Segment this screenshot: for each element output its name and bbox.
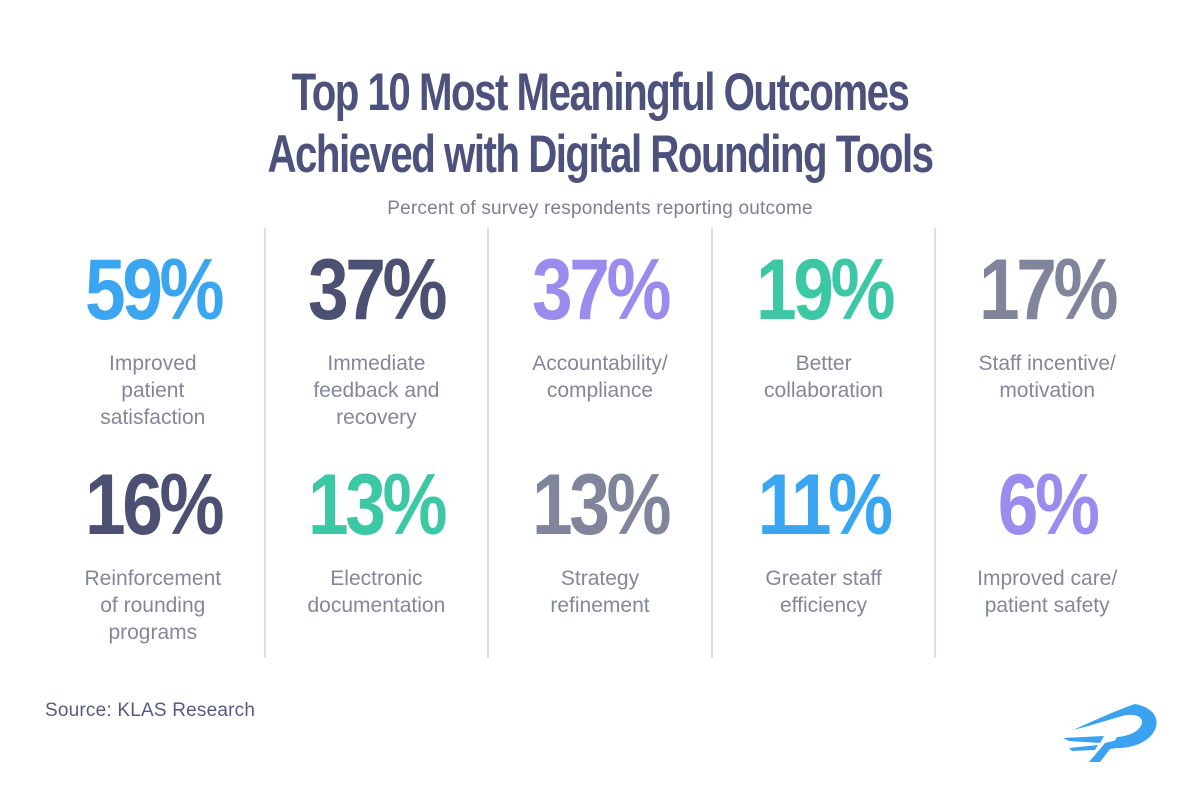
stat-value: 11% — [757, 457, 893, 553]
stat-label: Accountability/ compliance — [532, 351, 668, 402]
stat-value: 17% — [979, 242, 1119, 338]
stat-label: Strategy refinement — [550, 566, 650, 617]
stat-label: Better collaboration — [764, 351, 884, 402]
stat-card: 13% Strategy refinement — [489, 443, 711, 658]
stat-value: 59% — [84, 242, 225, 338]
stat-card: 17% Staff incentive/ motivation — [936, 228, 1158, 443]
stat-column-4: 19% Better collaboration 11% Greater sta… — [713, 228, 937, 658]
stat-value: 37% — [531, 242, 672, 338]
stat-value: 13% — [531, 457, 672, 553]
stat-card: 16% Reinforcement of rounding programs — [42, 443, 264, 658]
stat-card: 37% Accountability/ compliance — [489, 228, 711, 443]
stat-label: Reinforcement of rounding programs — [84, 566, 222, 645]
stat-value: 37% — [308, 242, 448, 338]
stat-column-2: 37% Immediate feedback and recovery 13% … — [266, 228, 490, 658]
stat-card: 19% Better collaboration — [713, 228, 935, 443]
stat-column-1: 59% Improved patient satisfaction 16% Re… — [42, 228, 266, 658]
stat-column-3: 37% Accountability/ compliance 13% Strat… — [489, 228, 713, 658]
stat-grid: 59% Improved patient satisfaction 16% Re… — [42, 228, 1158, 658]
stat-label: Greater staff efficiency — [765, 566, 882, 617]
page-title: Top 10 Most Meaningful Outcomes Achieved… — [267, 63, 934, 184]
stat-label: Improved patient satisfaction — [100, 351, 206, 430]
stat-card: 6% Improved care/ patient safety — [936, 443, 1158, 658]
stat-label: Staff incentive/ motivation — [978, 351, 1116, 402]
stat-value: 6% — [997, 457, 1100, 553]
stat-label: Improved care/ patient safety — [977, 566, 1118, 617]
stat-value: 13% — [308, 457, 448, 553]
stat-value: 16% — [84, 457, 225, 553]
stat-label: Electronic documentation — [307, 566, 446, 617]
stat-value: 19% — [755, 242, 896, 338]
source-note: Source: KLAS Research — [45, 700, 256, 721]
stat-card: 59% Improved patient satisfaction — [42, 228, 264, 443]
stat-card: 37% Immediate feedback and recovery — [266, 228, 488, 443]
stat-column-5: 17% Staff incentive/ motivation 6% Impro… — [936, 228, 1158, 658]
stat-card: 13% Electronic documentation — [266, 443, 488, 658]
stat-label: Immediate feedback and recovery — [313, 351, 440, 430]
page-subtitle: Percent of survey respondents reporting … — [387, 198, 813, 219]
company-logo-p-swoosh-icon — [1063, 704, 1157, 762]
stat-card: 11% Greater staff efficiency — [713, 443, 935, 658]
